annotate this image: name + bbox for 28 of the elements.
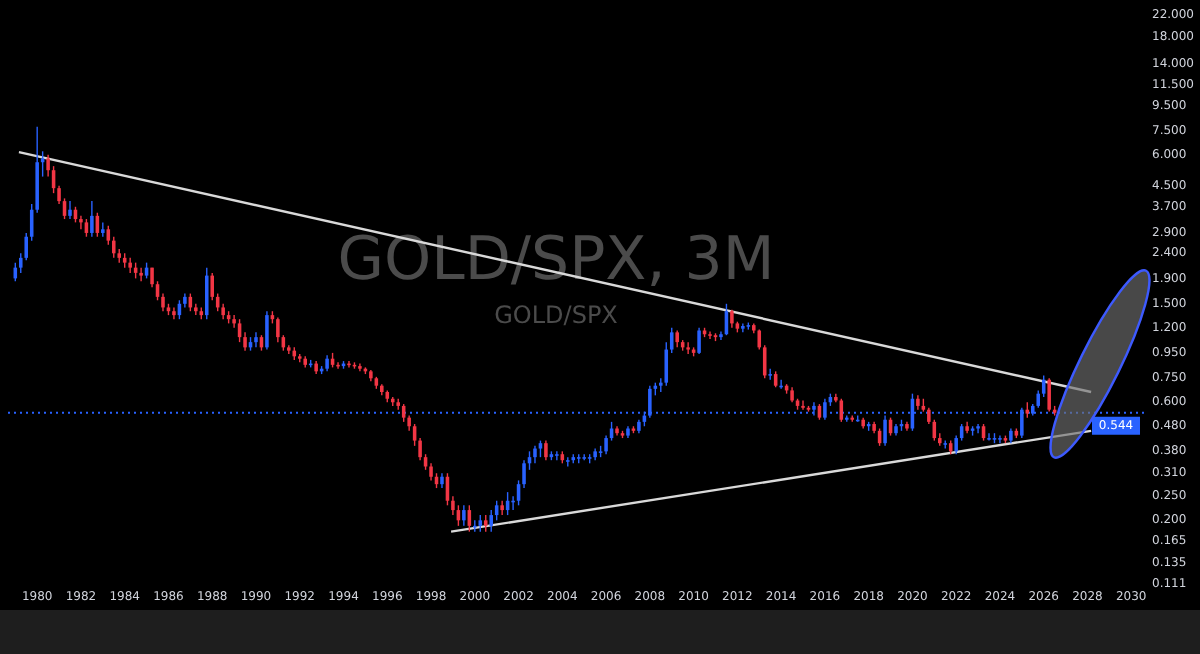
candlestick [768,368,772,381]
candlestick [204,266,209,320]
candlestick [697,327,701,355]
candlestick [741,322,745,334]
candlestick [172,306,176,320]
candlestick [79,215,83,231]
candlestick [998,434,1002,444]
candlestick [708,330,712,340]
candlestick [500,500,504,516]
candlestick [801,399,805,411]
candlestick [254,331,258,349]
candlestick [976,423,980,434]
candlestick [555,450,559,461]
candlestick [139,266,143,282]
candlestick [68,200,72,220]
candlestick [730,308,734,329]
candlestick [90,200,94,238]
candlestick [686,341,690,355]
candlestick [128,257,132,274]
candlestick [101,221,105,238]
candlestick [276,316,280,343]
candlestick [615,425,619,437]
text: GOLD/SPX [494,301,618,330]
candlestick [265,310,269,351]
candlestick [462,504,466,527]
candlestick [489,509,493,533]
candlestick [1047,377,1051,413]
candlestick [544,439,548,461]
